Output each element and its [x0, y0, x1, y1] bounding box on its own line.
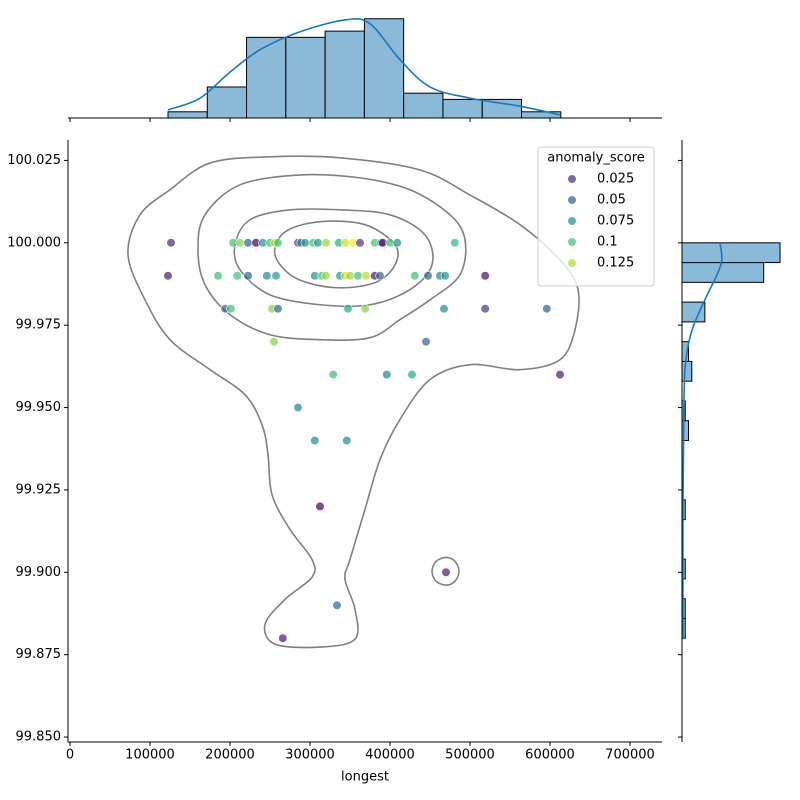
- scatter-point: [410, 271, 420, 281]
- kde-contour: [273, 220, 399, 289]
- scatter-point: [213, 271, 223, 281]
- x-tick-label: 700000: [605, 748, 655, 763]
- legend-label: 0.05: [597, 193, 626, 208]
- x-tick-label: 100000: [125, 748, 175, 763]
- y-tick-label: 100.000: [7, 235, 61, 250]
- scatter-point: [355, 238, 365, 248]
- histogram-bar: [681, 242, 781, 264]
- scatter-point: [421, 337, 431, 347]
- scatter-point: [340, 238, 350, 248]
- scatter-point: [313, 238, 323, 248]
- scatter-point: [392, 238, 402, 248]
- scatter-point: [315, 501, 325, 512]
- scatter-point: [440, 271, 450, 281]
- scatter-point: [271, 271, 281, 281]
- scatter-point: [423, 271, 433, 281]
- histogram-bar: [681, 360, 693, 382]
- scatter-point: [300, 238, 310, 248]
- x-tick-label: 0: [66, 748, 74, 763]
- scatter-point: [542, 304, 552, 314]
- legend-box: [537, 146, 655, 287]
- scatter-point: [232, 271, 242, 281]
- y-tick-label: 99.850: [16, 730, 62, 745]
- histogram-bar: [285, 36, 326, 119]
- scatter-point: [321, 271, 331, 281]
- scatter-point: [343, 304, 353, 314]
- histogram-bar: [246, 36, 287, 119]
- x-tick-label: 500000: [445, 748, 495, 763]
- legend-label: 0.1: [597, 235, 618, 250]
- scatter-point: [450, 238, 460, 248]
- y-tick-label: 100.025: [7, 153, 61, 168]
- scatter-point: [321, 238, 331, 248]
- scatter-point: [243, 271, 253, 281]
- y-tick-label: 99.925: [16, 482, 62, 497]
- scatter-point: [262, 271, 272, 281]
- legend-marker: [567, 258, 577, 268]
- histogram-bar: [681, 301, 706, 323]
- scatter-point: [353, 271, 363, 281]
- legend-marker: [567, 195, 577, 205]
- kde-line: [682, 242, 723, 640]
- legend-marker: [567, 174, 577, 184]
- x-tick-label: 400000: [365, 748, 415, 763]
- scatter-point: [243, 238, 253, 248]
- histogram-bar: [681, 262, 765, 283]
- scatter-point: [235, 238, 245, 248]
- scatter-point: [328, 370, 338, 380]
- legend-marker: [567, 237, 577, 247]
- legend-label: 0.025: [597, 172, 634, 187]
- y-tick-label: 99.875: [16, 647, 62, 662]
- kde-line: [167, 18, 561, 116]
- scatter-point: [293, 402, 303, 413]
- histogram-bar: [167, 111, 208, 119]
- scatter-point: [361, 271, 371, 281]
- legend-title: anomaly_score: [547, 151, 645, 166]
- histogram-bar: [206, 86, 248, 119]
- scatter-point: [407, 370, 417, 380]
- x-tick-label: 300000: [285, 748, 335, 763]
- scatter-point: [342, 435, 352, 446]
- histogram-bar: [521, 111, 562, 119]
- scatter-point: [480, 271, 490, 281]
- y-tick-label: 99.975: [16, 318, 62, 333]
- scatter-point: [480, 304, 490, 314]
- x-axis-label: longest: [341, 770, 389, 785]
- scatter-point: [163, 271, 173, 281]
- scatter-point: [166, 238, 176, 248]
- scatter-point: [439, 304, 449, 314]
- scatter-point: [273, 238, 283, 248]
- kde-contour: [127, 155, 580, 649]
- scatter-point: [441, 567, 451, 577]
- histogram-bar: [324, 30, 365, 119]
- kde-contour: [431, 556, 460, 586]
- histogram-bar: [442, 98, 483, 119]
- scatter-point: [269, 337, 279, 347]
- histogram-bar: [403, 92, 444, 119]
- scatter-point: [360, 304, 370, 314]
- legend-label: 0.075: [597, 214, 634, 229]
- scatter-point: [555, 370, 565, 380]
- scatter-point: [278, 633, 288, 643]
- scatter-point: [226, 304, 236, 314]
- legend-label: 0.125: [597, 256, 634, 271]
- scatter-point: [382, 370, 392, 380]
- scatter-point: [273, 304, 283, 314]
- scatter-point: [310, 435, 320, 446]
- x-tick-label: 600000: [525, 748, 575, 763]
- scatter-point: [332, 600, 342, 610]
- y-tick-label: 99.950: [16, 400, 62, 415]
- kde-contour: [233, 208, 434, 308]
- histogram-bar: [363, 18, 405, 119]
- x-tick-label: 200000: [205, 748, 255, 763]
- legend-marker: [567, 216, 577, 226]
- histogram-bar: [481, 98, 523, 119]
- y-tick-label: 99.900: [16, 565, 62, 580]
- scatter-point: [375, 271, 385, 281]
- kde-contour: [197, 173, 467, 341]
- scatter-point: [345, 271, 355, 281]
